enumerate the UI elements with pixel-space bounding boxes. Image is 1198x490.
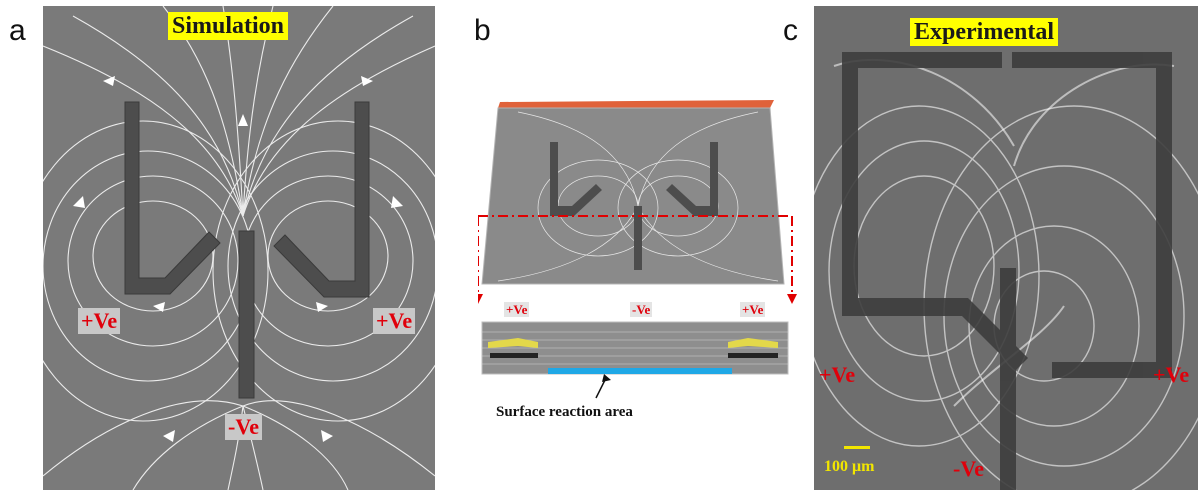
left-electrode	[124, 101, 221, 295]
experimental-title: Experimental	[910, 18, 1058, 46]
exp-right-electrode	[1012, 52, 1172, 378]
simulation-streamlines	[43, 6, 435, 490]
label-positive-left: +Ve	[78, 308, 121, 334]
right-electrode	[273, 101, 370, 298]
device-3d-view: +Ve -Ve +Ve	[478, 96, 798, 426]
experimental-panel: Experimental +Ve +Ve -Ve 100 μm	[814, 6, 1198, 490]
label-exp-positive-right: +Ve	[1153, 362, 1190, 387]
device-3d-model	[478, 100, 797, 399]
label-exp-positive-left: +Ve	[819, 362, 856, 387]
scale-bar-label: 100 μm	[824, 458, 875, 475]
center-electrode	[238, 230, 255, 399]
label-negative-center: -Ve	[225, 414, 262, 440]
panel-letter-b: b	[474, 14, 491, 47]
scale-bar-line	[844, 446, 870, 449]
label-b-positive-right: +Ve	[740, 302, 766, 317]
simulation-title: Simulation	[168, 12, 289, 40]
surface-reaction-caption: Surface reaction area	[496, 404, 633, 420]
label-b-positive-left: +Ve	[504, 302, 530, 317]
label-b-negative-center: -Ve	[630, 302, 653, 317]
exp-left-electrode	[842, 52, 1028, 370]
panel-letter-a: a	[9, 14, 26, 47]
exp-center-electrode	[1000, 268, 1016, 490]
panel-letter-c: c	[783, 14, 798, 47]
label-positive-right: +Ve	[373, 308, 416, 334]
label-exp-negative-center: -Ve	[953, 456, 984, 481]
simulation-panel: Simulation +Ve +Ve -Ve	[43, 6, 435, 490]
experimental-streaks	[814, 52, 1198, 490]
